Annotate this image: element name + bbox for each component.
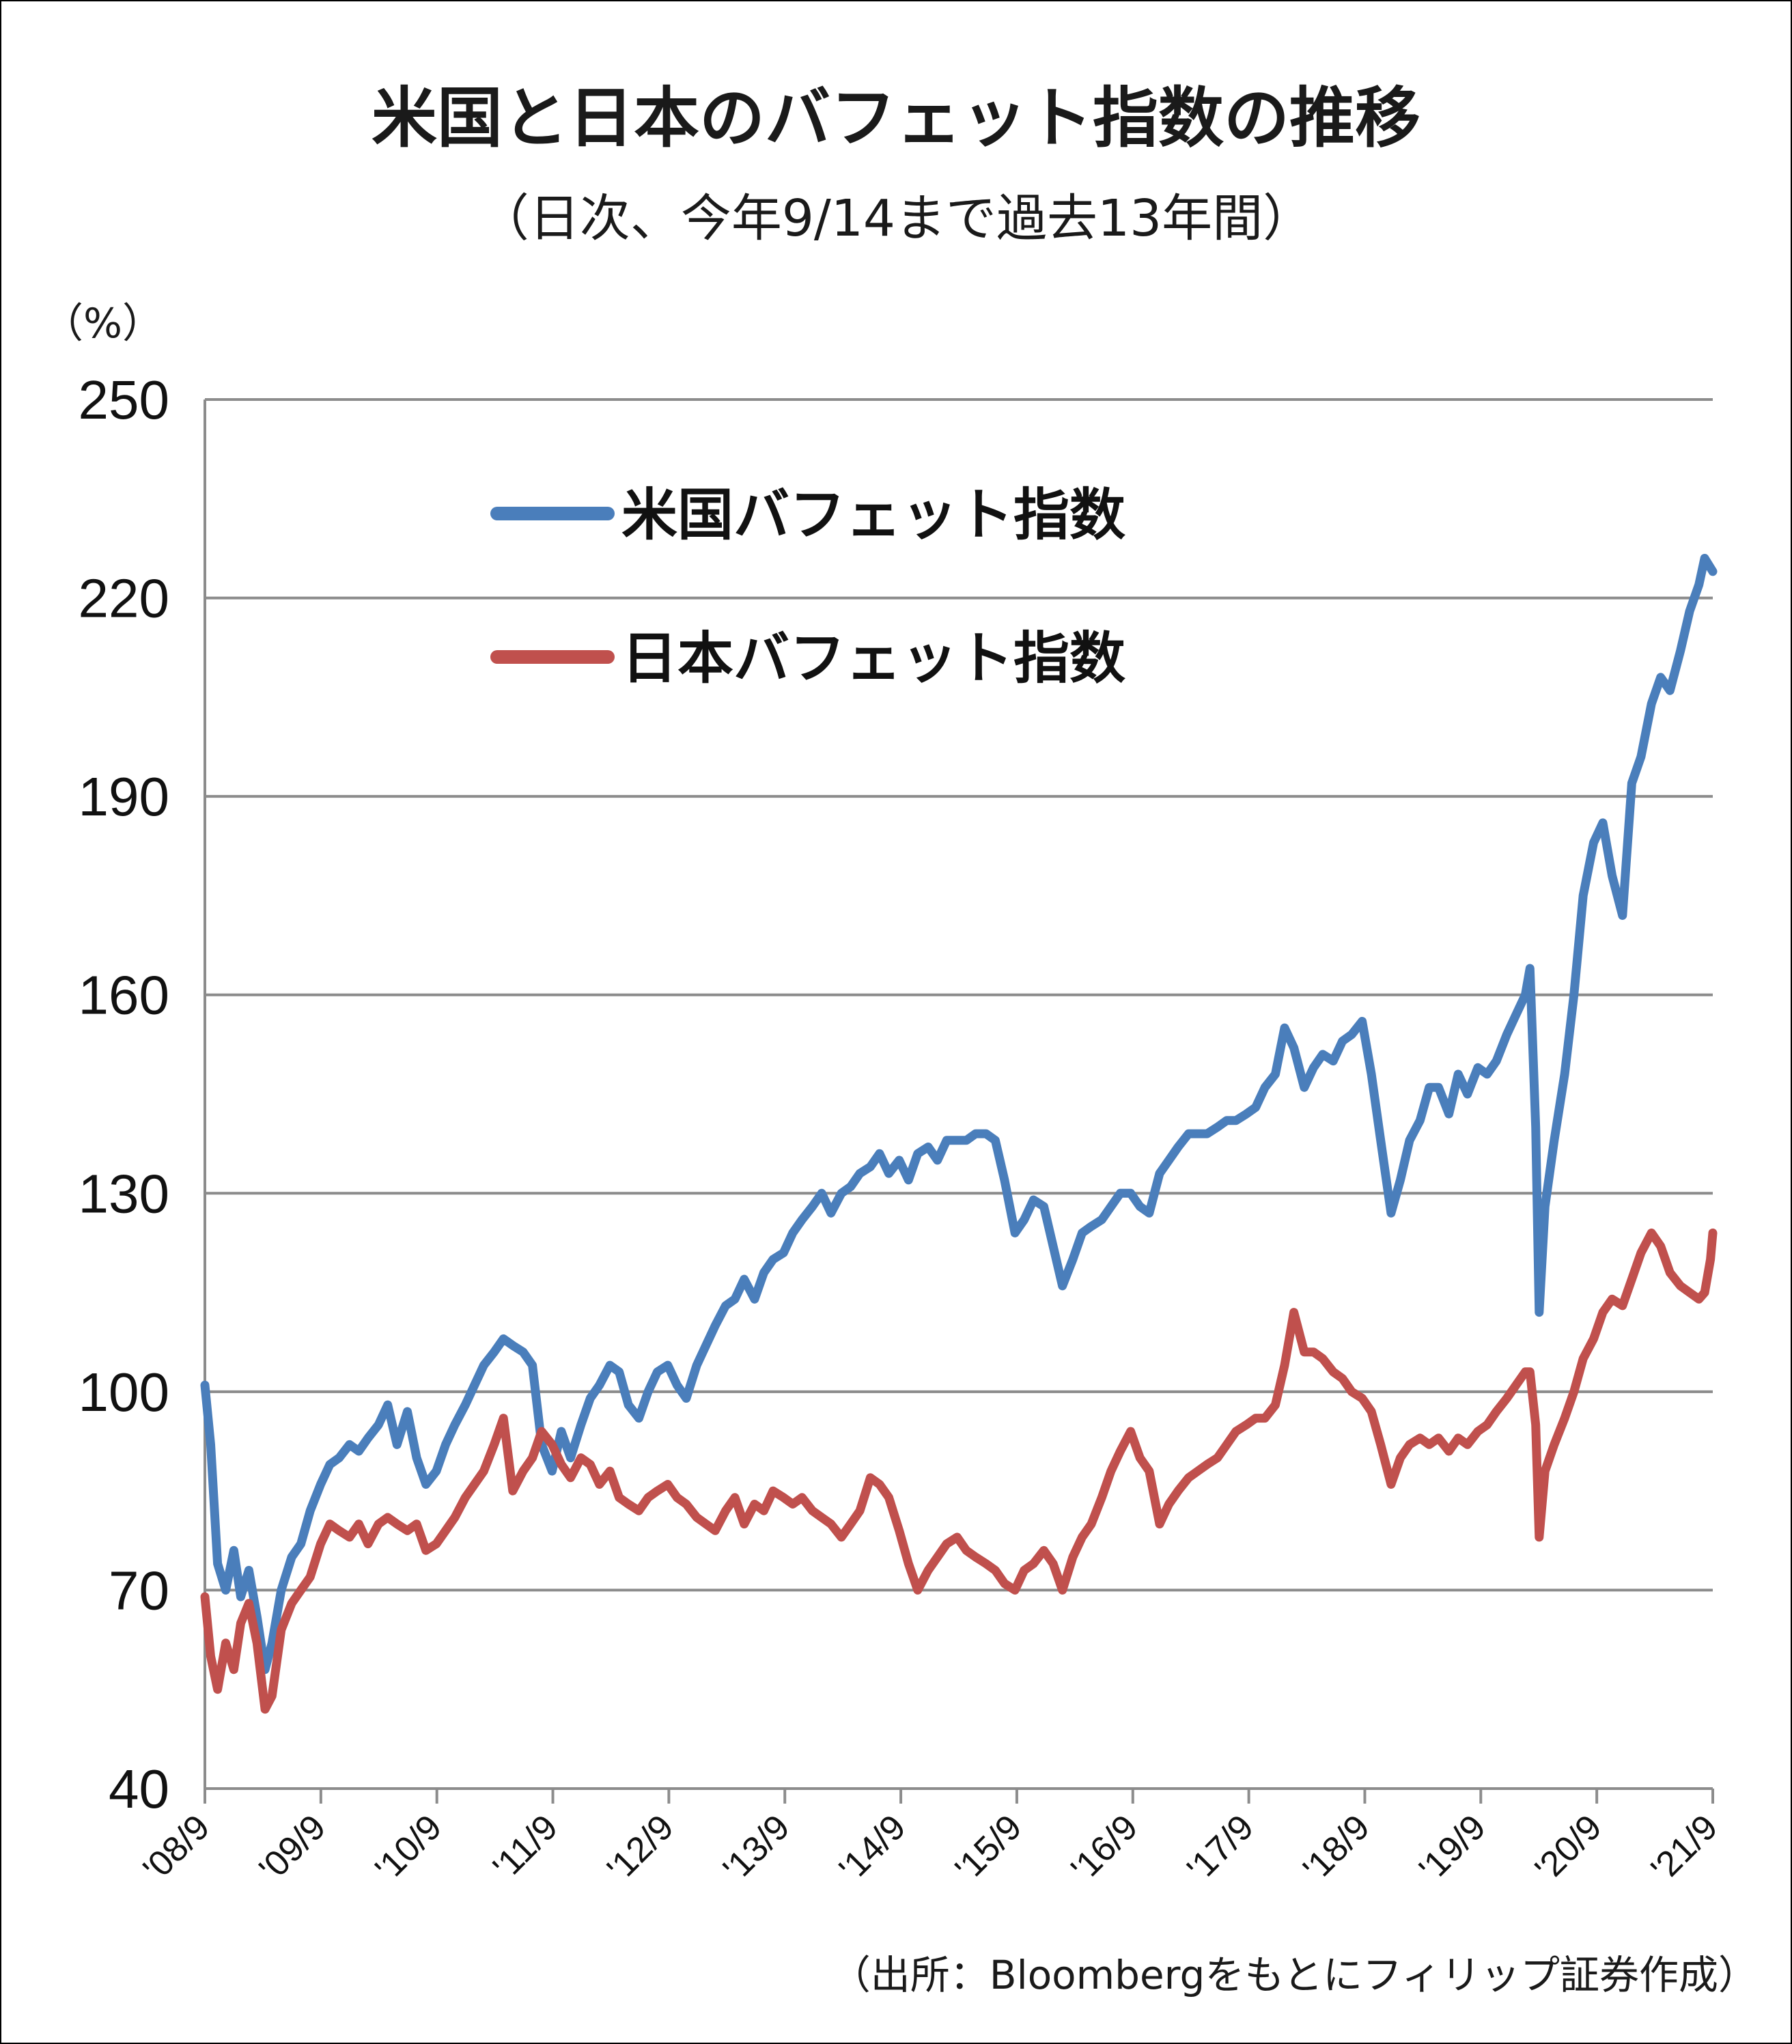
y-tick-label: 100 [79,1362,169,1423]
gridlines [205,398,1713,1592]
y-axis-unit-label: （%） [42,300,164,348]
legend-label-0: 米国バフェット指数 [621,483,1125,548]
y-tick-label: 190 [79,766,169,827]
source-note: （出所：Bloombergをもとにフィリップ証券作成） [830,1952,1758,1998]
legend-label-1: 日本バフェット指数 [621,626,1125,691]
x-tick-label: '20/9 [1528,1807,1610,1889]
chart-title: 米国と日本のバフェット指数の推移 [372,80,1420,156]
x-tick-label: '08/9 [136,1807,218,1889]
y-tick-label: 40 [109,1759,169,1819]
x-tick-label: '21/9 [1644,1807,1726,1889]
x-tick-label: '09/9 [252,1807,334,1889]
chart-subtitle: （日次、今年9/14まで過去13年間） [478,189,1314,248]
series-line-1 [200,1228,1718,1714]
x-tick-label: '17/9 [1180,1807,1262,1889]
y-tick-label: 70 [109,1560,169,1621]
x-tick-label: '19/9 [1412,1807,1494,1889]
y-tick-label: 130 [79,1163,169,1224]
x-tick-label: '18/9 [1296,1807,1377,1889]
x-tick-label: '12/9 [600,1807,682,1889]
y-tick-label: 220 [79,568,169,629]
x-tick-label: '14/9 [832,1807,914,1889]
x-tick-label: '11/9 [486,1807,565,1887]
x-tick-label: '10/9 [368,1807,450,1889]
series-lines [200,554,1718,1714]
y-tick-label: 160 [79,965,169,1026]
x-tick-label: '13/9 [716,1807,798,1889]
y-tick-label: 250 [79,369,169,430]
series-line-0 [200,554,1718,1675]
x-tick-label: '16/9 [1064,1807,1146,1889]
x-tick-label: '15/9 [948,1807,1030,1889]
